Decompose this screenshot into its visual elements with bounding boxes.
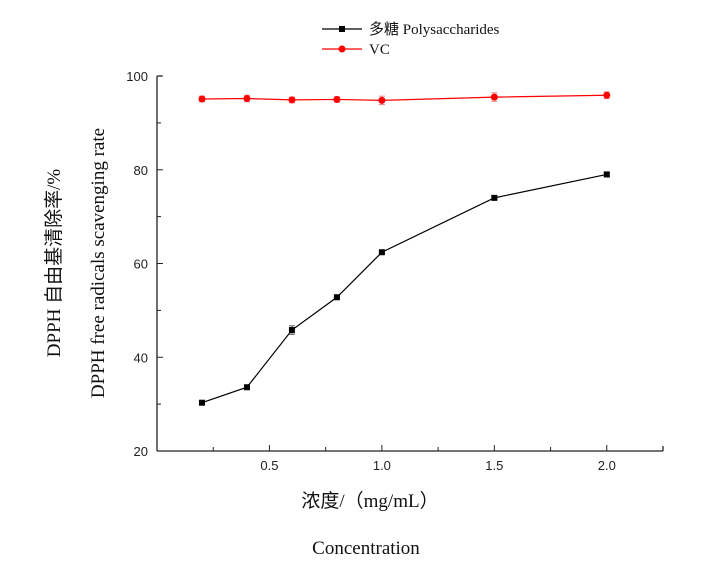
series-vc <box>198 91 611 106</box>
series-polysaccharides <box>198 171 610 406</box>
series-line-vc <box>201 94 607 101</box>
y-tick-label: 80 <box>134 163 148 178</box>
x-axis-label-en: Concentration <box>312 538 420 559</box>
x-tick-label: 2.0 <box>598 458 616 473</box>
data-point-polysaccharides <box>378 249 385 256</box>
x-tick-label: 0.5 <box>260 458 278 473</box>
data-point-vc <box>603 91 611 99</box>
legend-label: VC <box>369 42 390 58</box>
legend-marker <box>338 45 346 53</box>
data-point-polysaccharides <box>288 327 295 334</box>
data-point-vc <box>288 96 296 104</box>
y-tick-label: 60 <box>134 257 148 272</box>
data-point-polysaccharides <box>333 294 340 301</box>
legend: 多糖 Polysaccharides VC <box>322 21 500 58</box>
y-axis-label-cn: DPPH 自由基清除率/% <box>43 169 65 358</box>
x-axis-label: 浓度/（mg/mL） <box>301 490 438 512</box>
legend-marker <box>339 26 345 32</box>
y-tick-label: 20 <box>134 444 148 459</box>
data-point-vc <box>198 95 206 103</box>
series-layer <box>198 91 611 406</box>
data-point-vc <box>378 96 386 104</box>
data-point-polysaccharides <box>491 194 498 201</box>
data-point-vc <box>490 93 498 101</box>
y-tick-label: 40 <box>134 350 148 365</box>
data-point-vc <box>243 95 251 102</box>
legend-label: 多糖 Polysaccharides <box>369 21 500 38</box>
data-point-polysaccharides <box>243 384 250 391</box>
series-line-polysaccharides <box>201 173 607 404</box>
x-tick-label: 1.5 <box>485 458 503 473</box>
data-point-polysaccharides <box>603 171 610 178</box>
x-tick-label: 1.0 <box>373 458 391 473</box>
data-point-vc <box>333 95 341 103</box>
y-tick-label: 100 <box>126 69 148 84</box>
y-axis-label-en: DPPH free radicals scavenging rate <box>88 128 109 398</box>
axes: 0.5 1.0 1.5 2.0 20 40 60 80 100 <box>126 69 664 473</box>
data-point-polysaccharides <box>198 399 205 406</box>
